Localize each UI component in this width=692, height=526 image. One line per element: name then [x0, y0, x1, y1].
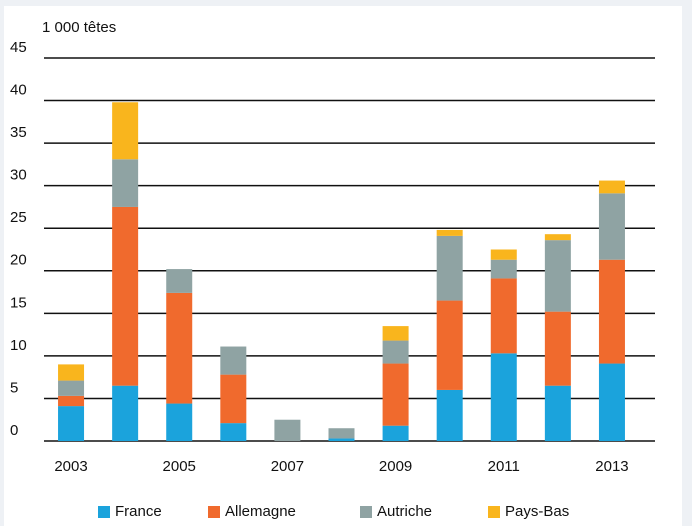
bar-segment: [544, 311, 571, 386]
x-tick-label: 2007: [271, 458, 304, 475]
bar-segment: [58, 364, 85, 381]
y-tick-label: 5: [10, 379, 18, 396]
bar-segment: [490, 353, 517, 441]
bar-segment: [382, 425, 409, 441]
bar-segment: [112, 159, 139, 207]
y-tick-label: 20: [10, 252, 27, 269]
legend-swatch: [360, 506, 372, 518]
bar-segment: [58, 395, 85, 407]
bar-segment: [166, 269, 193, 293]
y-tick-label: 15: [10, 294, 27, 311]
y-tick-label: 25: [10, 209, 27, 226]
bar-segment: [166, 403, 193, 441]
legend-label: Autriche: [377, 503, 432, 520]
bar-segment: [598, 180, 625, 194]
x-tick-label: 2003: [54, 458, 87, 475]
y-tick-label: 40: [10, 82, 27, 99]
bar-segment: [328, 428, 355, 439]
bar-segment: [220, 374, 247, 424]
bar-segment: [382, 340, 409, 364]
bar-segment: [166, 292, 193, 404]
x-tick-label: 2005: [163, 458, 196, 475]
bar-segment: [490, 259, 517, 279]
bar-segment: [328, 438, 355, 441]
bar-segment: [490, 278, 517, 354]
bar-segment: [274, 419, 301, 441]
legend-label: France: [115, 503, 162, 520]
bar-segment: [436, 300, 463, 390]
bar-segment: [598, 259, 625, 364]
bar-segment: [544, 234, 571, 241]
bar-segment: [58, 380, 85, 396]
bar-segment: [382, 326, 409, 341]
legend-label: Pays-Bas: [505, 503, 569, 520]
bar-segment: [58, 406, 85, 441]
bar-segment: [220, 423, 247, 441]
y-tick-label: 0: [10, 422, 18, 439]
bar-segment: [490, 249, 517, 260]
bar-segment: [436, 235, 463, 301]
legend-swatch: [98, 506, 110, 518]
legend-swatch: [488, 506, 500, 518]
bar-segment: [598, 193, 625, 260]
y-tick-label: 10: [10, 337, 27, 354]
bar-segment: [220, 346, 247, 375]
x-tick-label: 2013: [595, 458, 628, 475]
bar-segment: [382, 363, 409, 426]
bar-segment: [598, 363, 625, 441]
bar-segment: [112, 385, 139, 441]
legend-swatch: [208, 506, 220, 518]
x-tick-label: 2011: [488, 458, 520, 475]
bar-segment: [544, 385, 571, 441]
x-tick-label: 2009: [379, 458, 412, 475]
y-tick-label: 30: [10, 167, 27, 184]
legend-label: Allemagne: [225, 503, 296, 520]
bar-segment: [544, 240, 571, 312]
y-tick-label: 35: [10, 124, 27, 141]
bar-segment: [436, 229, 463, 236]
bar-segment: [112, 102, 139, 160]
y-axis-label: 1 000 têtes: [42, 19, 116, 36]
bar-segment: [436, 389, 463, 441]
chart-background: [4, 6, 682, 526]
y-tick-label: 45: [10, 39, 27, 56]
bar-segment: [112, 206, 139, 386]
